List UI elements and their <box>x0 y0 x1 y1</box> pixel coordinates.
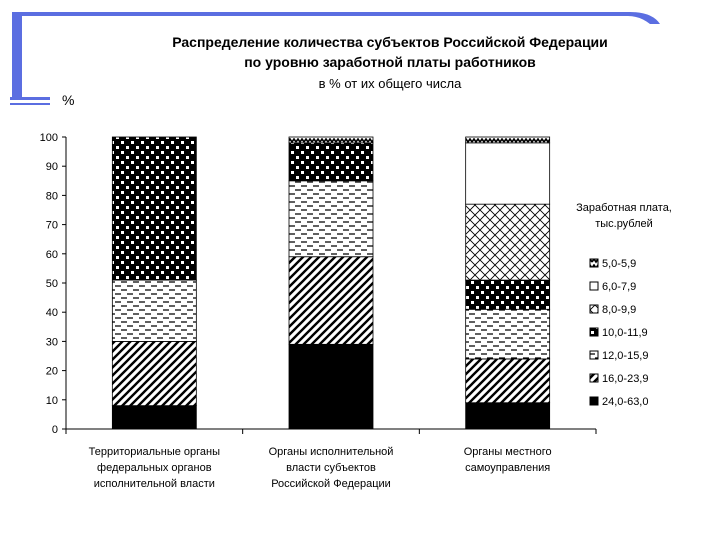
x-axis-labels: Территориальные органы федеральных органо… <box>89 446 552 490</box>
bar-segment <box>465 279 551 310</box>
bar-segment <box>111 405 197 430</box>
bars <box>111 136 551 430</box>
bar-segment <box>288 180 374 258</box>
bar-segment <box>111 136 197 281</box>
bar-segment <box>111 279 197 342</box>
slide-divider-line <box>10 103 50 105</box>
legend-title: Заработная плата, тыс.рублей <box>568 200 680 232</box>
legend-label: 16,0-23,9 <box>602 373 648 385</box>
bar-segment <box>465 203 551 281</box>
bar-segment <box>465 136 551 144</box>
y-tick-label: 10 <box>46 395 58 407</box>
y-tick-label: 90 <box>46 161 58 173</box>
bar-segment <box>288 256 374 345</box>
bar-segment <box>288 343 374 430</box>
slide-left-bar <box>12 12 22 98</box>
bar-segment <box>288 136 374 144</box>
legend-swatch <box>589 350 599 360</box>
bar-segment <box>111 340 197 407</box>
bar-segment <box>465 402 551 430</box>
x-tick-label: самоуправления <box>465 462 550 474</box>
legend-swatch <box>589 373 599 383</box>
y-tick-label: 20 <box>46 366 58 378</box>
x-tick-label: Органы исполнительной <box>269 446 394 458</box>
x-tick-label: Российской Федерации <box>271 478 391 490</box>
bar-segment <box>288 142 374 182</box>
slide-divider-line <box>10 97 50 100</box>
y-tick-label: 80 <box>46 190 58 202</box>
legend-title-line: тыс.рублей <box>595 218 653 230</box>
legend-swatch <box>589 258 599 268</box>
x-tick-label: Территориальные органы <box>89 446 221 458</box>
y-tick-label: 100 <box>40 132 58 144</box>
legend-label: 12,0-15,9 <box>602 350 648 362</box>
chart-title-line2: по уровню заработной платы работников <box>244 54 536 70</box>
y-tick-label: 0 <box>52 424 58 436</box>
y-tick-label: 50 <box>46 278 58 290</box>
legend-swatch <box>589 327 599 337</box>
y-tick-label: 70 <box>46 220 58 232</box>
x-tick-label: федеральных органов <box>97 462 212 474</box>
bar-segment <box>465 358 551 404</box>
legend-title-line: Заработная плата, <box>576 202 672 214</box>
legend-label: 10,0-11,9 <box>602 327 648 339</box>
y-tick-label: 40 <box>46 307 58 319</box>
legend-label: 5,0-5,9 <box>602 258 636 270</box>
x-tick-label: Органы местного <box>464 446 552 458</box>
legend-label: 24,0-63,0 <box>602 396 648 408</box>
legend-swatch <box>589 304 599 314</box>
y-tick-label: 30 <box>46 336 58 348</box>
legend-label: 8,0-9,9 <box>602 304 636 316</box>
bar-segment <box>465 308 551 360</box>
slide-top-bar <box>14 12 660 24</box>
x-tick-label: власти субъектов <box>286 462 376 474</box>
legend-swatch <box>589 396 599 406</box>
bar-segment <box>465 142 551 205</box>
legend-label: 6,0-7,9 <box>602 281 636 293</box>
legend-swatch <box>589 281 599 291</box>
y-axis-label: % <box>62 92 75 108</box>
legend: 5,0-5,9 6,0-7,9 8,0-9,9 10,0-11,9 12,0-15,9 1… <box>589 258 648 408</box>
chart-subtitle: в % от их общего числа <box>318 76 462 91</box>
chart-title: Распределение количества субъектов Росси… <box>172 34 608 50</box>
x-tick-label: исполнительной власти <box>94 478 215 490</box>
y-tick-label: 60 <box>46 249 58 261</box>
